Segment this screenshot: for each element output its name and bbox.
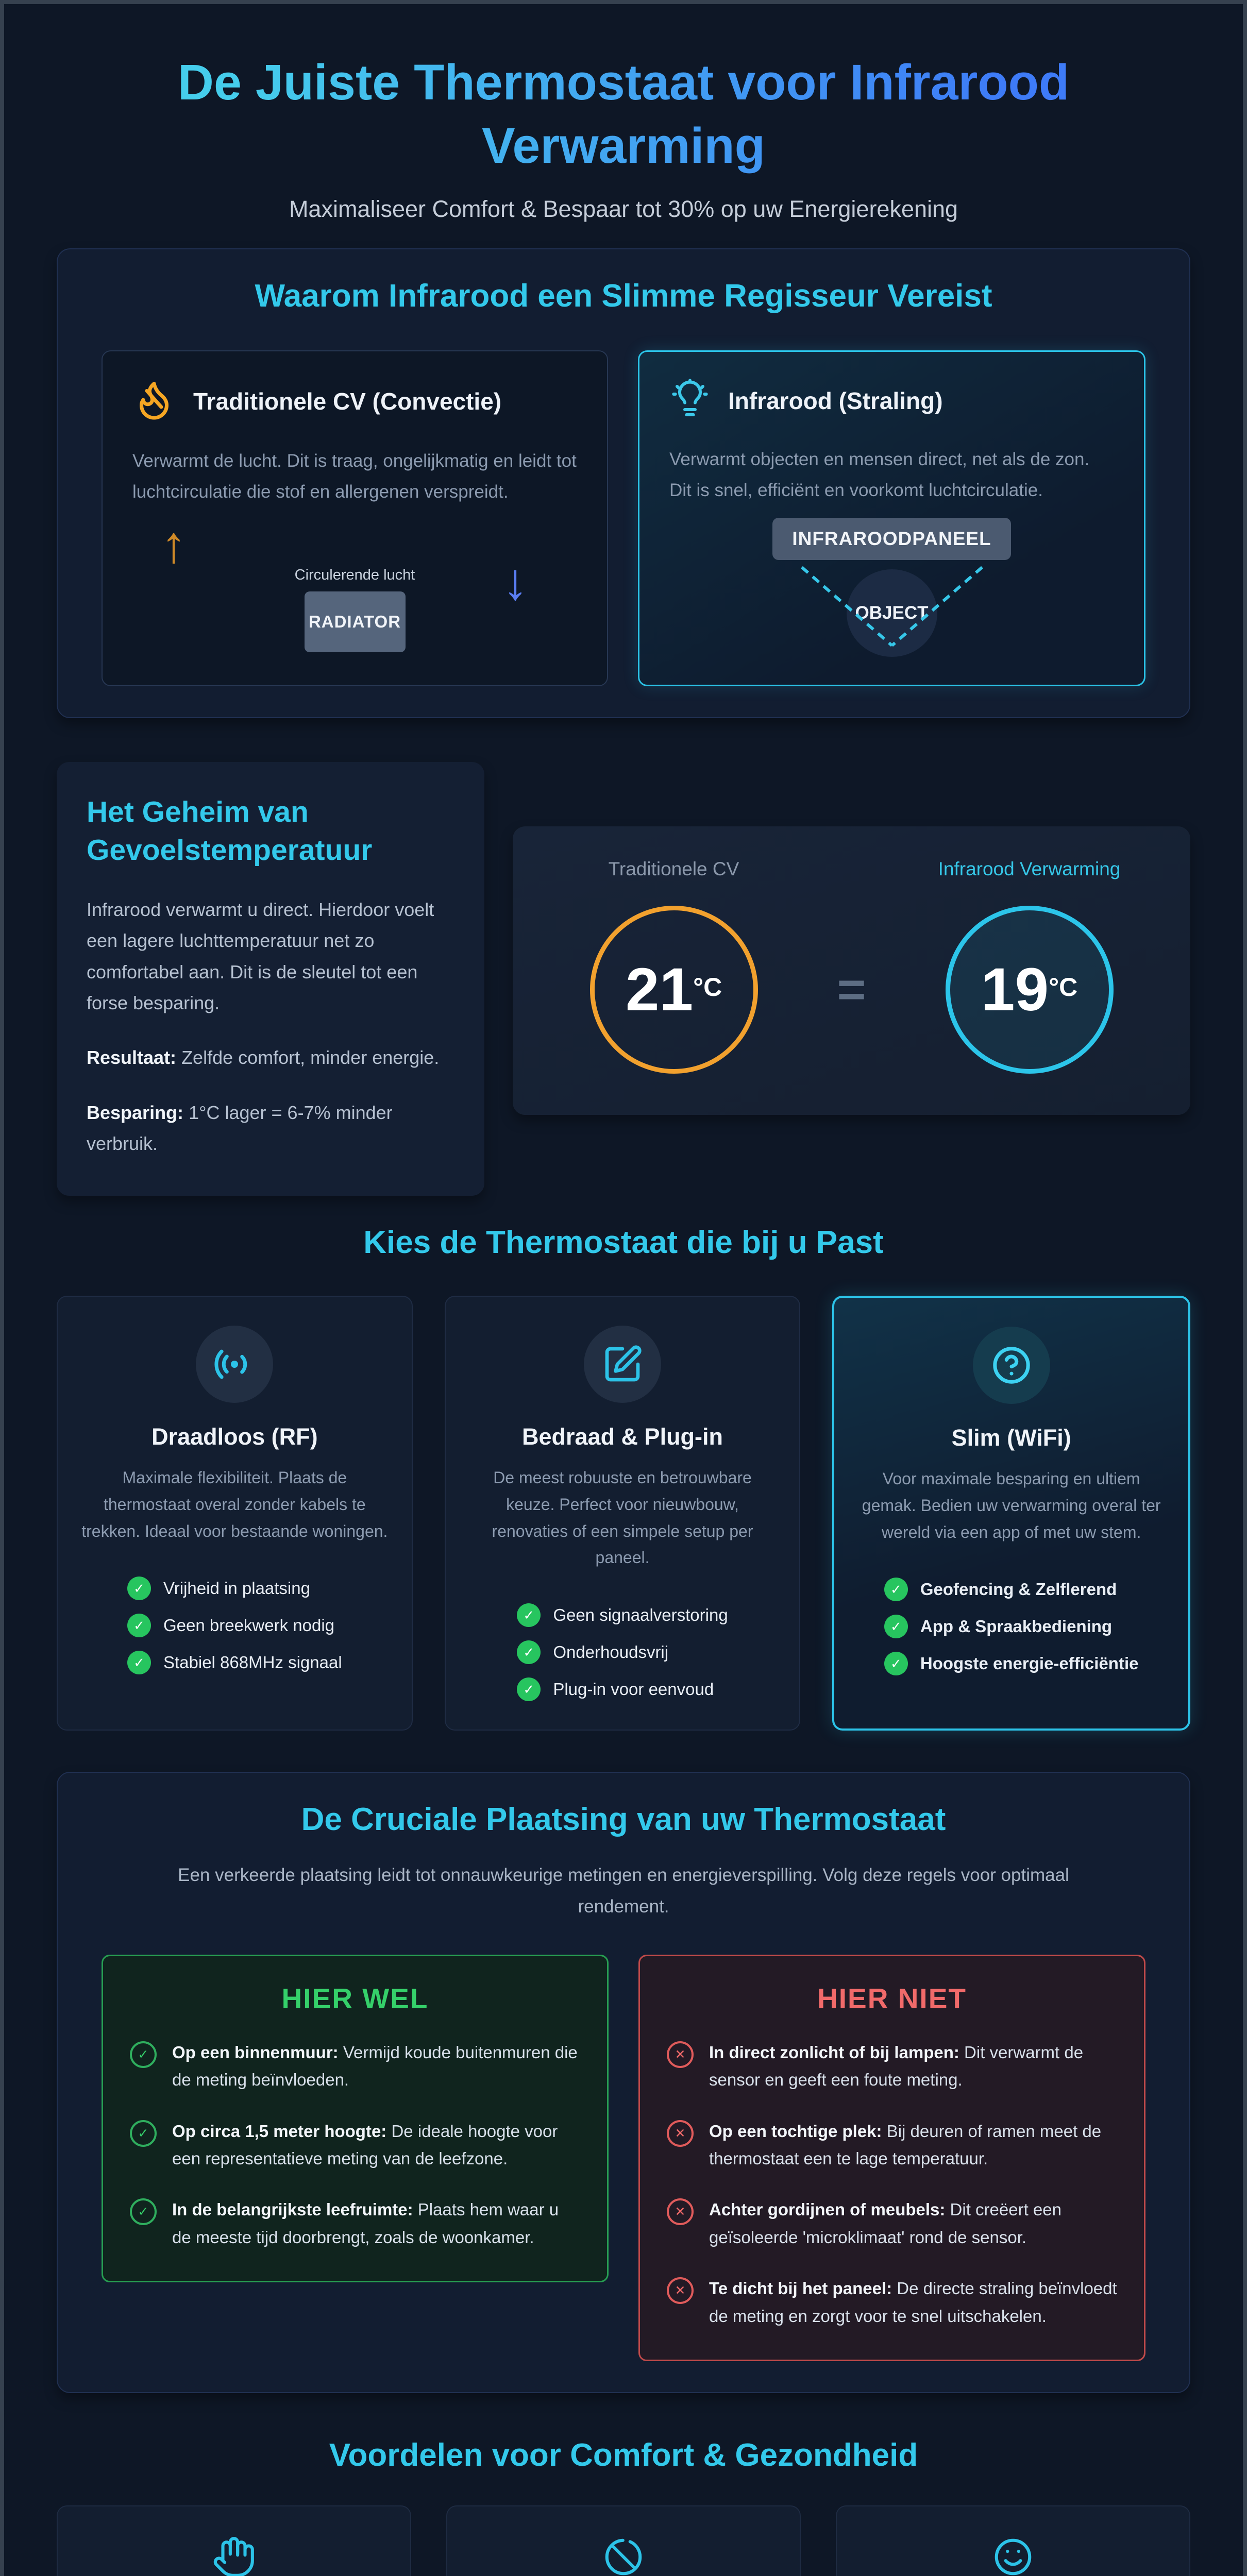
check-icon: ✓ [517, 1603, 541, 1628]
dont-box-title: HIER NIET [817, 1982, 967, 2014]
warm-air-up-arrow-icon: ↑ [161, 516, 187, 574]
check-circle-icon: ✓ [130, 2120, 157, 2147]
do-box: HIER WEL ✓ Op een binnenmuur: Vermijd ko… [102, 1954, 609, 2283]
convection-diagram: ↑ ↓ Circulerende lucht RADIATOR [132, 516, 577, 660]
radio-icon [196, 1325, 274, 1403]
check-icon: ✓ [517, 1677, 541, 1702]
check-icon: ✓ [517, 1640, 541, 1665]
infographic-page: De Juiste Thermostaat voor Infrarood Ver… [4, 4, 1243, 2576]
feature-list: ✓ Vrijheid in plaatsing ✓ Geen breekwerk n… [127, 1563, 342, 1675]
check-icon: ✓ [884, 1615, 908, 1639]
card-body: Voor maximale besparing en ultiem gemak.… [862, 1469, 1161, 1541]
card-infrared: Infrarood (Straling) Verwarmt objecten e… [638, 350, 1145, 687]
check-circle-icon: ✓ [130, 2198, 157, 2226]
list-item: ✓ Geofencing & Zelflerend [884, 1578, 1139, 1602]
section-feel-temperature: Het Geheim van Gevoelstemperatuur Infrar… [57, 762, 1190, 1196]
question-icon [972, 1326, 1050, 1404]
list-item: ✓ Vrijheid in plaatsing [127, 1577, 342, 1601]
hero: De Juiste Thermostaat voor Infrarood Ver… [57, 4, 1190, 223]
temperature-compare-card: Traditionele CV Infrarood Verwarming 21°… [513, 826, 1190, 1115]
lightbulb-icon [669, 377, 711, 425]
card-title: Bedraad & Plug-in [521, 1423, 723, 1450]
section-heading: Het Geheim van Gevoelstemperatuur [87, 795, 373, 867]
page-subtitle: Maximaliseer Comfort & Bespaar tot 30% o… [289, 196, 958, 223]
card-wireless-rf: Draadloos (RF) Maximale flexibiliteit. P… [57, 1295, 413, 1731]
cross-circle-icon: ✕ [667, 2120, 694, 2147]
list-item: ✓ Geen breekwerk nodig [127, 1614, 342, 1638]
page-title: De Juiste Thermostaat voor Infrarood Ver… [170, 50, 1077, 177]
section-benefits: Voordelen voor Comfort & Gezondheid Mind… [57, 2437, 1190, 2576]
label-traditional-cv: Traditionele CV [608, 858, 739, 880]
check-icon: ✓ [127, 1651, 151, 1675]
do-box-title: HIER WEL [281, 1982, 429, 2014]
temp-circle-infrared: 19°C [945, 906, 1114, 1074]
card-body: Maximale flexibiliteit. Plaats de thermo… [81, 1468, 388, 1540]
card-less-dust: Minder Stof & Allergenen Geen luchtcircu… [57, 2505, 411, 2576]
equals-sign: = [837, 962, 866, 1018]
card-title: Draadloos (RF) [151, 1423, 318, 1450]
radiator-box: RADIATOR [304, 591, 406, 653]
section-heading: Waarom Infrarood een Slimme Regisseur Ve… [255, 278, 992, 314]
card-stable-humidity: Stabiele Luchtvochtigheid De lucht droog… [446, 2505, 801, 2576]
temp-circle-traditional: 21°C [589, 906, 758, 1074]
section-heading: Voordelen voor Comfort & Gezondheid [329, 2437, 918, 2473]
card-smart-wifi: Slim (WiFi) Voor maximale besparing en u… [832, 1295, 1191, 1731]
smile-icon [991, 2538, 1035, 2576]
card-body: De meest robuuste en betrouwbare keuze. … [492, 1468, 753, 1567]
radiation-rays-icon [800, 566, 983, 647]
do-item: ✓ Op circa 1,5 meter hoogte: De ideale h… [130, 2117, 580, 2173]
card-title: Infrarood (Straling) [728, 387, 943, 414]
check-icon: ✓ [884, 1652, 908, 1676]
card-title: Traditionele CV (Convectie) [193, 387, 502, 415]
label-infrared: Infrarood Verwarming [938, 858, 1121, 880]
dont-item: ✕ Te dicht bij het paneel: De directe st… [667, 2275, 1117, 2330]
section-heading: De Cruciale Plaatsing van uw Thermostaat [301, 1802, 946, 1838]
card-body: Verwarmt objecten en mensen direct, net … [669, 449, 1090, 500]
infrared-panel-box: INFRAROODPANEEL [772, 518, 1011, 561]
card-pleasant-comfort: Aangenaam Comfort De constante, zachte s… [836, 2505, 1190, 2576]
dont-item: ✕ Achter gordijnen of meubels: Dit creëe… [667, 2196, 1117, 2251]
feel-lede: Infrarood verwarmt u direct. Hierdoor vo… [87, 899, 434, 1013]
radiation-diagram: INFRAROODPANEEL OBJECT [669, 518, 1114, 657]
do-item: ✓ Op een binnenmuur: Vermijd koude buite… [130, 2039, 580, 2094]
check-icon: ✓ [127, 1614, 151, 1638]
edit-icon [584, 1325, 661, 1403]
dont-item: ✕ Op een tochtige plek: Bij deuren of ra… [667, 2117, 1117, 2173]
placement-subtitle: Een verkeerde plaatsing leidt tot onnauw… [178, 1865, 1069, 1917]
object-ellipse: OBJECT [846, 569, 937, 657]
feel-result: Resultaat: Zelfde comfort, minder energi… [87, 1047, 440, 1069]
feature-list: ✓ Geen signaalverstoring ✓ Onderhoudsvrij … [517, 1590, 728, 1702]
feature-list: ✓ Geofencing & Zelflerend ✓ App & Spraakbe… [884, 1564, 1139, 1676]
list-item: ✓ Hoogste energie-efficiëntie [884, 1652, 1138, 1676]
dont-item: ✕ In direct zonlicht of bij lampen: Dit … [667, 2039, 1117, 2094]
cross-circle-icon: ✕ [667, 2277, 694, 2304]
card-body: Verwarmt de lucht. Dit is traag, ongelij… [132, 451, 577, 502]
section-heading: Kies de Thermostaat die bij u Past [363, 1224, 884, 1260]
list-item: ✓ Stabiel 868MHz signaal [127, 1651, 342, 1675]
cross-circle-icon: ✕ [667, 2198, 694, 2226]
cross-circle-icon: ✕ [667, 2041, 694, 2068]
do-item: ✓ In de belangrijkste leefruimte: Plaats… [130, 2196, 580, 2251]
circulating-air-label: Circulerende lucht [294, 567, 415, 584]
list-item: ✓ Plug-in voor eenvoud [517, 1677, 728, 1702]
list-item: ✓ App & Spraakbediening [884, 1615, 1139, 1639]
flame-icon [132, 376, 176, 426]
cool-air-down-arrow-icon: ↓ [502, 553, 528, 611]
feel-text-card: Het Geheim van Gevoelstemperatuur Infrar… [57, 762, 484, 1196]
card-wired-plugin: Bedraad & Plug-in De meest robuuste en b… [444, 1295, 801, 1731]
no-humidity-icon [601, 2538, 646, 2576]
list-item: ✓ Onderhoudsvrij [517, 1640, 728, 1665]
check-icon: ✓ [884, 1578, 908, 1602]
card-title: Slim (WiFi) [951, 1424, 1071, 1451]
check-circle-icon: ✓ [130, 2041, 157, 2068]
section-choose-thermostat: Kies de Thermostaat die bij u Past Draad… [57, 1224, 1191, 1731]
dont-box: HIER NIET ✕ In direct zonlicht of bij la… [638, 1954, 1145, 2362]
list-item: ✓ Geen signaalverstoring [517, 1603, 728, 1628]
check-icon: ✓ [127, 1577, 151, 1601]
hand-icon [212, 2537, 256, 2576]
section-why-infrared: Waarom Infrarood een Slimme Regisseur Ve… [57, 248, 1190, 719]
feel-saving: Besparing: 1°C lager = 6-7% minder verbr… [87, 1101, 393, 1155]
card-traditional-cv: Traditionele CV (Convectie) Verwarmt de … [102, 350, 608, 687]
section-placement: De Cruciale Plaatsing van uw Thermostaat… [57, 1772, 1190, 2394]
